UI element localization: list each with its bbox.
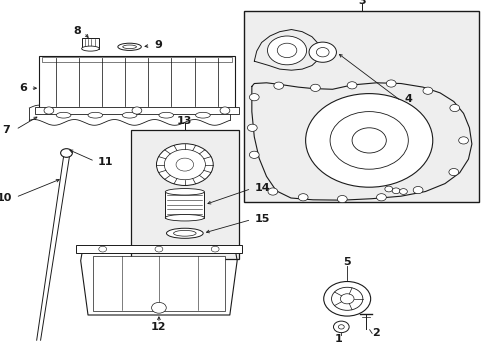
Text: 8: 8 bbox=[73, 26, 81, 36]
Ellipse shape bbox=[122, 45, 136, 49]
Text: 13: 13 bbox=[177, 116, 192, 126]
Bar bbox=[165, 192, 204, 218]
Circle shape bbox=[346, 82, 356, 89]
Circle shape bbox=[338, 325, 344, 329]
Circle shape bbox=[333, 321, 348, 333]
Circle shape bbox=[458, 137, 468, 144]
Circle shape bbox=[220, 107, 229, 114]
Circle shape bbox=[391, 188, 399, 194]
Circle shape bbox=[249, 151, 259, 158]
Text: 12: 12 bbox=[151, 322, 166, 332]
Circle shape bbox=[331, 287, 362, 310]
Circle shape bbox=[277, 43, 296, 58]
Bar bbox=[93, 256, 224, 311]
Circle shape bbox=[247, 124, 257, 131]
Text: 5: 5 bbox=[343, 257, 350, 267]
Ellipse shape bbox=[166, 228, 203, 238]
Circle shape bbox=[151, 302, 166, 313]
Circle shape bbox=[132, 107, 142, 114]
Ellipse shape bbox=[173, 230, 196, 236]
Ellipse shape bbox=[165, 189, 204, 195]
Text: 10: 10 bbox=[0, 193, 12, 203]
Circle shape bbox=[412, 186, 422, 194]
Circle shape bbox=[267, 188, 277, 195]
Text: 6: 6 bbox=[19, 83, 27, 93]
Circle shape bbox=[386, 80, 395, 87]
Ellipse shape bbox=[56, 112, 71, 118]
Circle shape bbox=[305, 94, 432, 187]
Circle shape bbox=[44, 107, 54, 114]
Circle shape bbox=[351, 128, 386, 153]
Circle shape bbox=[384, 186, 392, 192]
Bar bbox=[131, 130, 238, 259]
Text: 15: 15 bbox=[254, 214, 269, 224]
Circle shape bbox=[273, 82, 283, 89]
Circle shape bbox=[316, 48, 328, 57]
Circle shape bbox=[376, 194, 386, 201]
Circle shape bbox=[176, 158, 193, 171]
Ellipse shape bbox=[118, 43, 141, 50]
Text: 2: 2 bbox=[371, 328, 379, 338]
Circle shape bbox=[448, 168, 458, 176]
Circle shape bbox=[156, 144, 213, 185]
Text: 3: 3 bbox=[357, 0, 365, 6]
Circle shape bbox=[399, 189, 407, 194]
Circle shape bbox=[155, 246, 163, 252]
Circle shape bbox=[340, 294, 353, 304]
Circle shape bbox=[323, 282, 370, 316]
Circle shape bbox=[249, 94, 259, 101]
Circle shape bbox=[267, 36, 306, 65]
Text: 1: 1 bbox=[334, 334, 342, 345]
Circle shape bbox=[329, 112, 407, 169]
Bar bbox=[81, 38, 99, 49]
Circle shape bbox=[164, 149, 205, 180]
Bar bbox=[76, 245, 242, 253]
Bar bbox=[244, 11, 478, 202]
Circle shape bbox=[298, 194, 307, 201]
Ellipse shape bbox=[165, 215, 204, 221]
Text: 11: 11 bbox=[98, 157, 113, 167]
Text: 9: 9 bbox=[154, 40, 162, 50]
Text: 7: 7 bbox=[2, 125, 10, 135]
Circle shape bbox=[337, 195, 346, 203]
Ellipse shape bbox=[81, 46, 99, 51]
Circle shape bbox=[61, 149, 72, 157]
Text: 4: 4 bbox=[404, 94, 411, 104]
Circle shape bbox=[99, 246, 106, 252]
Bar bbox=[35, 107, 238, 114]
Circle shape bbox=[211, 246, 219, 252]
Circle shape bbox=[422, 87, 432, 94]
Ellipse shape bbox=[122, 112, 137, 118]
Bar bbox=[39, 56, 234, 108]
Bar bbox=[41, 57, 232, 62]
Circle shape bbox=[449, 104, 459, 112]
Circle shape bbox=[308, 42, 336, 62]
Ellipse shape bbox=[159, 112, 173, 118]
Text: 14: 14 bbox=[254, 183, 269, 193]
Circle shape bbox=[310, 84, 320, 91]
Ellipse shape bbox=[88, 112, 102, 118]
Ellipse shape bbox=[195, 112, 210, 118]
